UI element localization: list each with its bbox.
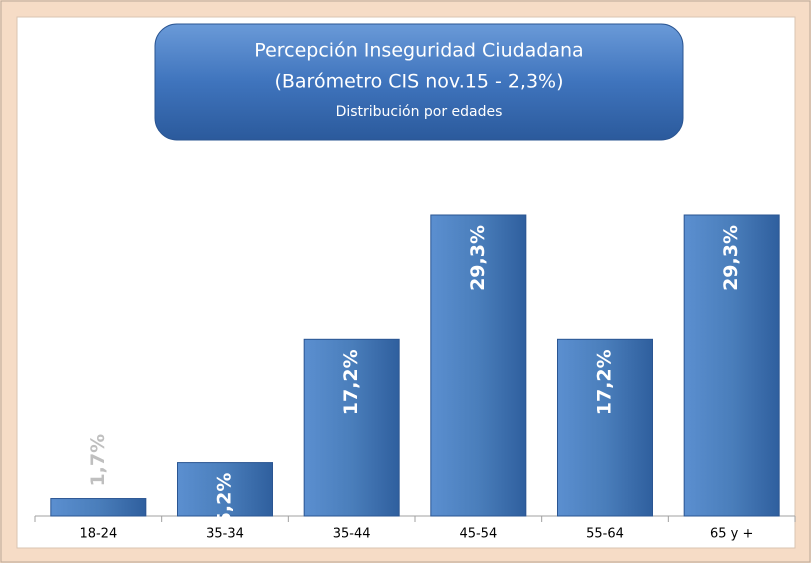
value-label: 17,2% bbox=[594, 349, 616, 415]
value-label: 29,3% bbox=[720, 225, 742, 291]
x-tick-label: 45-54 bbox=[459, 527, 497, 542]
value-label: 1,7% bbox=[87, 434, 109, 487]
title-box bbox=[154, 23, 684, 141]
bar bbox=[557, 338, 653, 517]
x-tick-label: 18-24 bbox=[79, 527, 117, 542]
value-label: 17,2% bbox=[340, 349, 362, 415]
x-tick-label: 35-44 bbox=[333, 527, 371, 542]
bar bbox=[430, 214, 527, 517]
bar bbox=[50, 498, 147, 517]
bar bbox=[177, 462, 273, 517]
value-label: 5,2% bbox=[214, 473, 236, 526]
chart-subtitle: (Barómetro CIS nov.15 - 2,3%) bbox=[274, 71, 563, 93]
bar bbox=[303, 338, 400, 517]
value-label: 29,3% bbox=[467, 225, 489, 291]
bar bbox=[683, 214, 780, 517]
chart-title: Percepción Inseguridad Ciudadana bbox=[254, 40, 583, 62]
chart-caption: Distribución por edades bbox=[336, 104, 503, 120]
x-tick-label: 55-64 bbox=[586, 527, 624, 542]
x-tick-label: 35-34 bbox=[206, 527, 244, 542]
x-tick-label: 65 y + bbox=[710, 527, 753, 542]
